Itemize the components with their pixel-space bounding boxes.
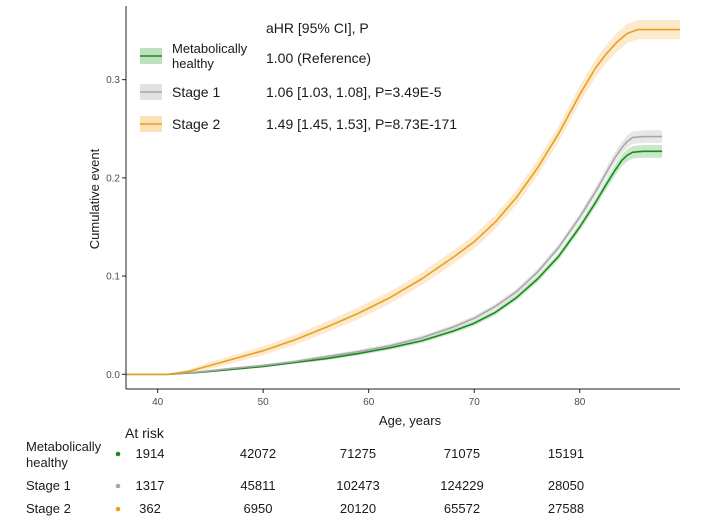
risk-row-metabolically-healthy: Metabolically healthy [26, 439, 102, 470]
legend-label: Metabolically [172, 41, 248, 56]
risk-row-label: Metabolically [26, 439, 102, 454]
risk-count-cell: 65572 [444, 501, 480, 516]
y-tick-label: 0.0 [106, 370, 120, 381]
risk-count-cell: 1914 [136, 446, 165, 461]
series-line-metabolically-healthy [126, 150, 663, 376]
y-tick-label: 0.3 [106, 75, 120, 86]
risk-count-cell: 27588 [548, 501, 584, 516]
series-line-stage-2 [126, 28, 680, 376]
legend-ahr-value: 1.06 [1.03, 1.08], P=3.49E-5 [266, 84, 442, 100]
legend-entry-stage-2: Stage 2 1.49 [1.45, 1.53], P=8.73E-171 [140, 116, 457, 132]
ci-band-stage-1 [126, 130, 663, 375]
legend-label-line2: healthy [172, 56, 214, 71]
legend-entry-stage-1: Stage 1 1.06 [1.03, 1.08], P=3.49E-5 [140, 84, 442, 100]
risk-cells: 1914 42072 71275 71075 15191 1317 45811 102473 1… [115, 446, 584, 516]
x-ticks: 40 50 60 70 80 [152, 389, 586, 408]
x-axis-title: Age, years [379, 413, 442, 428]
risk-row-label: Stage 2 [26, 501, 71, 516]
risk-row-marker [115, 483, 121, 489]
legend-label: Stage 1 [172, 84, 220, 100]
risk-count-cell: 362 [139, 501, 161, 516]
x-tick-label: 70 [469, 397, 481, 408]
risk-count-cell: 20120 [340, 501, 376, 516]
legend-entry-metabolically-healthy: Metabolically healthy 1.00 (Reference) [140, 41, 371, 71]
risk-count-cell: 28050 [548, 478, 584, 493]
at-risk-title: At risk [125, 425, 165, 441]
x-tick-label: 80 [574, 397, 586, 408]
risk-count-cell: 1317 [136, 478, 165, 493]
x-tick-label: 60 [363, 397, 375, 408]
legend-ahr-value: 1.00 (Reference) [266, 50, 371, 66]
legend-label: Stage 2 [172, 116, 220, 132]
risk-row-label: Stage 1 [26, 478, 71, 493]
risk-row-label-line2: healthy [26, 455, 68, 470]
risk-count-cell: 71075 [444, 446, 480, 461]
series-lines [126, 28, 680, 376]
risk-row-marker [115, 506, 121, 512]
risk-count-cell: 71275 [340, 446, 376, 461]
risk-count-cell: 15191 [548, 446, 584, 461]
risk-count-cell: 124229 [440, 478, 483, 493]
risk-row-stage-2: Stage 2 [26, 501, 71, 516]
y-tick-label: 0.2 [106, 173, 120, 184]
risk-row-marker [115, 451, 121, 457]
risk-count-cell: 42072 [240, 446, 276, 461]
x-tick-label: 50 [258, 397, 270, 408]
legend-ahr-value: 1.49 [1.45, 1.53], P=8.73E-171 [266, 116, 457, 132]
risk-count-cell: 45811 [240, 478, 275, 493]
y-axis-title: Cumulative event [87, 148, 102, 249]
legend: aHR [95% CI], P Metabolically healthy 1.… [140, 20, 457, 132]
axes [125, 6, 680, 390]
x-tick-label: 40 [152, 397, 164, 408]
risk-count-cell: 6950 [244, 501, 273, 516]
y-tick-label: 0.1 [106, 272, 120, 283]
confidence-bands [126, 19, 680, 375]
series-line-stage-1 [126, 135, 663, 376]
y-ticks: 0.0 0.1 0.2 0.3 [106, 75, 126, 381]
ci-band-metabolically-healthy [126, 145, 663, 375]
legend-header: aHR [95% CI], P [266, 20, 369, 36]
risk-row-stage-1: Stage 1 [26, 478, 71, 493]
risk-count-cell: 102473 [336, 478, 379, 493]
at-risk-table: At risk Metabolically healthy Stage 1 St… [26, 425, 584, 516]
